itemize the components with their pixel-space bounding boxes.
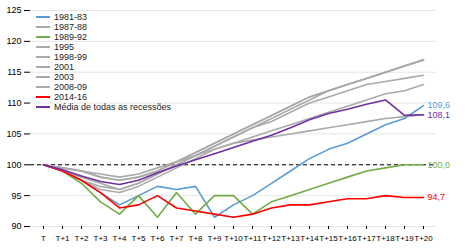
html-text:1989-92: 1989-92: [54, 32, 87, 42]
html-text:1995: 1995: [54, 42, 74, 52]
svg-text:T+16: T+16: [338, 234, 357, 243]
svg-text:T: T: [41, 234, 46, 243]
svg-text:90: 90: [11, 221, 21, 231]
svg-text:T+17: T+17: [357, 234, 376, 243]
html-text:1981-83: 1981-83: [54, 12, 87, 22]
svg-text:115: 115: [7, 67, 21, 77]
svg-text:109,6: 109,6: [427, 100, 450, 111]
html-text:Média de todas as recessões: Média de todas as recessões: [54, 102, 172, 112]
svg-text:108,1: 108,1: [428, 110, 451, 120]
svg-text:T+19: T+19: [395, 234, 414, 243]
svg-text:100,0: 100,0: [428, 160, 451, 170]
svg-text:T+1: T+1: [55, 234, 70, 243]
svg-text:T+18: T+18: [376, 234, 395, 243]
svg-text:T+2: T+2: [74, 234, 89, 243]
svg-text:T+3: T+3: [93, 234, 108, 243]
svg-text:T+13: T+13: [281, 234, 300, 243]
svg-text:100: 100: [6, 160, 21, 170]
html-text:2003: 2003: [54, 72, 74, 82]
svg-text:110: 110: [7, 98, 21, 108]
html-text:1998-99: 1998-99: [54, 52, 87, 62]
svg-text:T+7: T+7: [169, 234, 184, 243]
svg-text:T+9: T+9: [207, 234, 222, 243]
html-text:2014-16: 2014-16: [54, 92, 87, 102]
svg-text:T+14: T+14: [300, 234, 319, 243]
svg-text:T+20: T+20: [414, 234, 433, 243]
html-text:2008-09: 2008-09: [54, 82, 87, 92]
svg-text:T+5: T+5: [131, 234, 146, 243]
svg-text:94,7: 94,7: [428, 192, 446, 202]
svg-text:T+8: T+8: [188, 234, 203, 243]
svg-text:120: 120: [6, 36, 21, 46]
svg-text:125: 125: [6, 5, 21, 15]
html-text:2001: 2001: [54, 62, 74, 72]
svg-text:95: 95: [11, 191, 21, 201]
svg-text:T+15: T+15: [319, 234, 338, 243]
svg-text:105: 105: [6, 129, 21, 139]
svg-text:T+4: T+4: [112, 234, 127, 243]
svg-text:T+6: T+6: [150, 234, 165, 243]
svg-text:T+12: T+12: [262, 234, 281, 243]
svg-text:T+10: T+10: [224, 234, 243, 243]
html-text:1987-88: 1987-88: [54, 22, 87, 32]
svg-text:T+11: T+11: [244, 234, 262, 243]
